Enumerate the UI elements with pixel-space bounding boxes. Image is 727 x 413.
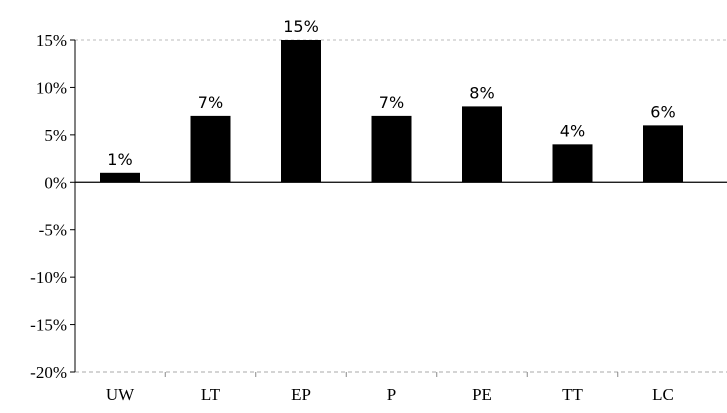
bar-p [371, 115, 412, 183]
bar-pe [462, 106, 502, 183]
data-label-uw: 1% [107, 150, 132, 169]
bar-ep [281, 40, 321, 183]
y-tick-label: -10% [30, 268, 67, 287]
data-label-ep: 15% [283, 17, 319, 36]
data-label-pe: 8% [469, 83, 494, 102]
data-label-p: 7% [379, 93, 404, 112]
chart-bars [100, 40, 683, 183]
chart-labels: 1% UW 7% LT 15% EP 7% P 8% PE 4% TT 6% LC [106, 17, 676, 404]
y-tick-label: 0% [44, 173, 67, 192]
y-tick-label: -20% [30, 363, 67, 382]
y-tick-label: 5% [44, 126, 67, 145]
chart-axes: 15% 10% 5% 0% -5% -10% -15% -20% [30, 31, 727, 382]
x-tick-label-uw: UW [106, 385, 135, 404]
x-tick-label-pe: PE [472, 385, 492, 404]
x-tick-label-lc: LC [652, 385, 674, 404]
x-tick-label-p: P [387, 385, 396, 404]
y-tick-label: -5% [39, 221, 67, 240]
data-label-lt: 7% [198, 93, 223, 112]
y-tick-label: 15% [36, 31, 67, 50]
bar-lt [190, 115, 231, 183]
x-tick-label-lt: LT [201, 385, 221, 404]
y-tick-label: -15% [30, 316, 67, 335]
data-label-lc: 6% [650, 102, 675, 121]
x-tick-label-tt: TT [562, 385, 583, 404]
data-label-tt: 4% [560, 121, 585, 140]
x-tick-label-ep: EP [291, 385, 311, 404]
bar-uw [100, 172, 140, 183]
bar-lc [643, 125, 683, 183]
bar-tt [552, 144, 593, 183]
y-tick-label: 10% [36, 78, 67, 97]
